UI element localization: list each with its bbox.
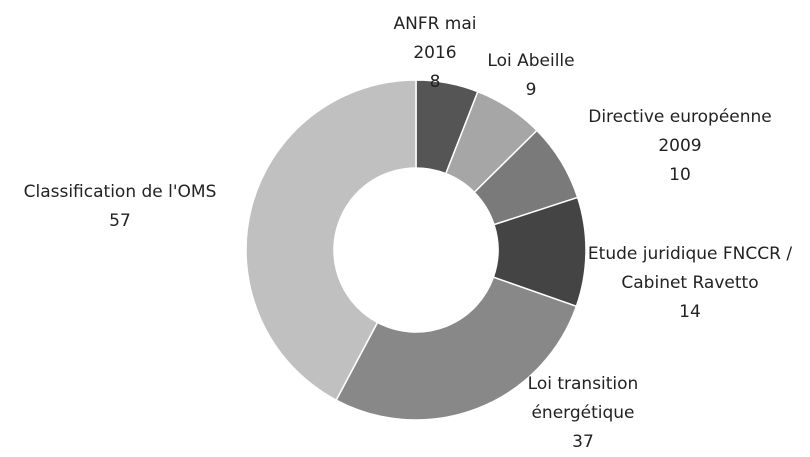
category-name: Etude juridique FNCCR / Cabinet Ravetto xyxy=(587,244,793,293)
slice-label: Classification de l'OMS 57 xyxy=(0,178,240,236)
category-name: Classification de l'OMS xyxy=(23,182,217,202)
value-label: 9 xyxy=(525,80,537,100)
category-name: Loi transition énergétique xyxy=(527,374,639,423)
donut-slice xyxy=(245,79,417,402)
category-name: Directive européenne 2009 xyxy=(588,107,772,156)
slice-label: ANFR mai 2016 8 xyxy=(375,10,495,97)
value-label: 57 xyxy=(109,211,131,231)
value-label: 8 xyxy=(429,72,441,92)
value-label: 14 xyxy=(679,302,701,322)
category-name: Loi Abeille xyxy=(487,51,575,71)
value-label: 10 xyxy=(669,165,691,185)
donut-slice xyxy=(335,276,578,421)
value-label: 37 xyxy=(572,432,594,452)
category-name: ANFR mai 2016 xyxy=(393,14,477,63)
slice-label: Directive européenne 2009 10 xyxy=(580,103,780,190)
slice-label: Etude juridique FNCCR / Cabinet Ravetto 1… xyxy=(575,240,805,327)
slice-label: Loi Abeille 9 xyxy=(471,47,591,105)
slice-label: Loi transition énergétique 37 xyxy=(498,370,668,457)
